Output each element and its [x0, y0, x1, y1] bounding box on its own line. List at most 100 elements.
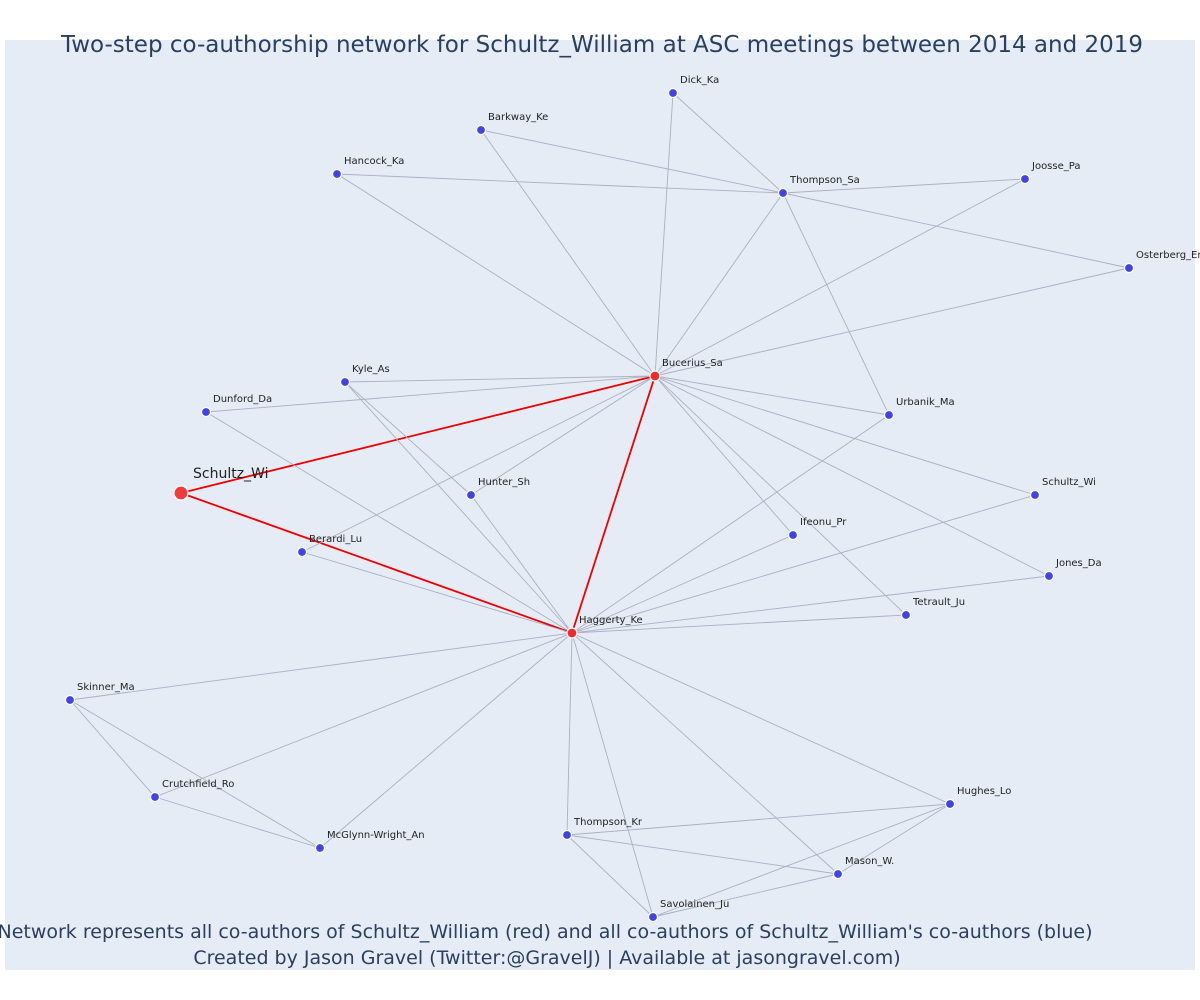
edge-kyle-bucerius — [344, 375, 656, 383]
edge-dick-thompson_sa — [672, 92, 784, 194]
edge-kyle-hunter — [344, 381, 472, 496]
node-schultz_wi_2[interactable] — [1029, 489, 1041, 501]
plot-background — [5, 40, 1195, 970]
node-label-hughes: Hughes_Lo — [957, 786, 1011, 797]
labels-layer: Schultz_Wi Bucerius_Sa Haggerty_Ke Dick_Ka B… — [77, 75, 1200, 910]
edge-osterberg-bucerius — [654, 267, 1130, 377]
node-label-urbanik: Urbanik_Ma — [896, 397, 955, 408]
node-label-schultz_wi_focal: Schultz_Wi — [193, 466, 268, 482]
node-label-ifeonu: Ifeonu_Pr — [800, 517, 847, 528]
caption-line-1: Network represents all co-authors of Sch… — [0, 921, 1093, 943]
edge-thompson_kr-haggerty — [566, 632, 573, 836]
node-savolainen[interactable] — [647, 911, 659, 923]
edge-hancock-bucerius — [336, 173, 656, 377]
node-mason[interactable] — [832, 868, 844, 880]
node-label-thompson_kr: Thompson_Kr — [573, 817, 643, 828]
edge-mason-haggerty — [571, 632, 839, 875]
node-label-thompson_sa: Thompson_Sa — [789, 175, 860, 186]
edge-skinner-mcglynn — [69, 699, 321, 849]
node-urbanik[interactable] — [883, 409, 895, 421]
node-label-mason: Mason_W. — [845, 856, 894, 867]
node-berardi[interactable] — [296, 546, 308, 558]
node-joosse[interactable] — [1019, 173, 1031, 185]
edge-ifeonu-bucerius — [654, 375, 794, 536]
node-label-joosse: Joosse_Pa — [1031, 161, 1080, 172]
node-hunter[interactable] — [465, 489, 477, 501]
node-label-bucerius: Bucerius_Sa — [662, 358, 723, 369]
node-label-skinner: Skinner_Ma — [77, 682, 135, 693]
edge-jones-haggerty — [571, 575, 1050, 634]
node-jones[interactable] — [1043, 570, 1055, 582]
node-osterberg[interactable] — [1123, 262, 1135, 274]
edge-dick-bucerius — [654, 92, 674, 377]
edge-hughes-haggerty — [571, 632, 951, 805]
edge-urbanik-haggerty — [571, 414, 890, 634]
node-label-schultz_wi_2: Schultz_Wi — [1042, 477, 1096, 488]
edge-thompson_kr-savolainen — [566, 834, 654, 918]
edge-thompson_kr-hughes — [566, 803, 951, 836]
edge-schultz_wi_2-bucerius — [654, 375, 1036, 496]
node-barkway[interactable] — [475, 124, 487, 136]
node-label-hunter: Hunter_Sh — [478, 477, 530, 488]
node-label-dunford: Dunford_Da — [213, 394, 272, 405]
node-dunford[interactable] — [200, 406, 212, 418]
edge-barkway-thompson_sa — [480, 129, 784, 194]
edge-thompson_sa-urbanik — [782, 192, 890, 416]
node-mcglynn[interactable] — [314, 842, 326, 854]
edge-schultz_wi_focal-haggerty — [180, 492, 573, 634]
node-label-kyle: Kyle_As — [352, 364, 390, 375]
node-bucerius[interactable] — [649, 370, 661, 382]
edge-crutchfield-haggerty — [154, 632, 573, 798]
node-thompson_sa[interactable] — [777, 187, 789, 199]
edge-schultz_wi_focal-bucerius — [180, 375, 656, 494]
edge-ifeonu-haggerty — [571, 534, 794, 634]
node-label-mcglynn: McGlynn-Wright_An — [327, 830, 425, 841]
edge-hancock-thompson_sa — [336, 173, 784, 194]
edge-tetrault-haggerty — [571, 614, 907, 634]
edge-jones-bucerius — [654, 375, 1050, 577]
edge-savolainen-haggerty — [571, 632, 654, 918]
node-label-jones: Jones_Da — [1055, 558, 1102, 569]
node-thompson_kr[interactable] — [561, 829, 573, 841]
node-hancock[interactable] — [331, 168, 343, 180]
chart-title: Two-step co-authorship network for Schul… — [60, 32, 1143, 58]
node-ifeonu[interactable] — [787, 529, 799, 541]
node-haggerty[interactable] — [566, 627, 578, 639]
edge-thompson_sa-osterberg — [782, 192, 1130, 269]
node-label-savolainen: Savolainen_Ju — [660, 899, 729, 910]
node-hughes[interactable] — [944, 798, 956, 810]
edge-hughes-mason — [837, 803, 951, 875]
edge-urbanik-bucerius — [654, 375, 890, 416]
node-tetrault[interactable] — [900, 609, 912, 621]
edge-crutchfield-mcglynn — [154, 796, 321, 849]
nodes-layer — [64, 87, 1135, 923]
edge-dunford-bucerius — [205, 375, 656, 413]
edge-mcglynn-haggerty — [319, 632, 573, 849]
node-label-haggerty: Haggerty_Ke — [579, 615, 643, 626]
node-crutchfield[interactable] — [149, 791, 161, 803]
node-skinner[interactable] — [64, 694, 76, 706]
edge-joosse-bucerius — [654, 178, 1026, 377]
edge-kyle-haggerty — [344, 381, 573, 634]
caption-line-2: Created by Jason Gravel (Twitter:@Gravel… — [193, 947, 900, 969]
edge-thompson_sa-bucerius — [654, 192, 784, 377]
node-kyle[interactable] — [339, 376, 351, 388]
node-label-osterberg: Osterberg_Er — [1136, 250, 1200, 261]
node-label-dick: Dick_Ka — [680, 75, 719, 86]
edge-thompson_kr-mason — [566, 834, 839, 875]
node-label-barkway: Barkway_Ke — [488, 112, 548, 123]
node-dick[interactable] — [667, 87, 679, 99]
edge-hunter-bucerius — [470, 375, 656, 496]
edge-skinner-haggerty — [69, 632, 573, 701]
edge-berardi-haggerty — [301, 551, 573, 634]
edge-hunter-haggerty — [470, 494, 573, 634]
edge-skinner-crutchfield — [69, 699, 156, 798]
node-schultz_wi_focal[interactable] — [173, 485, 189, 501]
edge-bucerius-haggerty — [571, 375, 656, 634]
edge-tetrault-bucerius — [654, 375, 907, 616]
edge-barkway-bucerius — [480, 129, 656, 377]
edge-berardi-bucerius — [301, 375, 656, 553]
edges-layer — [69, 92, 1130, 918]
edge-dunford-haggerty — [205, 411, 573, 634]
